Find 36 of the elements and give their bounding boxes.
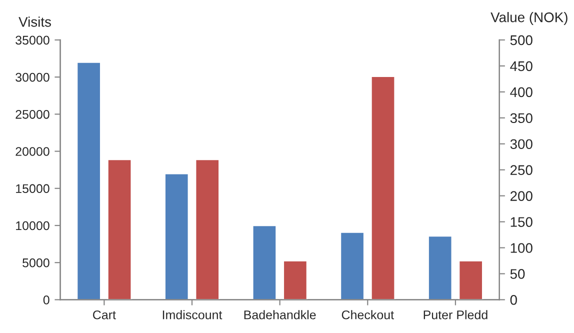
bar [340,231,365,300]
y2-tick-label: 350 [510,113,532,124]
y2-tick-label: 50 [510,269,525,279]
x-tick-label: Imdiscount [162,310,222,320]
y-tick-label: 35000 [16,36,50,45]
x-tick-label: Cart [93,310,116,320]
bar [370,76,396,300]
y-tick-label: 25000 [16,110,50,119]
x-tick-label: Badehandkle [244,310,316,320]
bar [458,260,484,300]
x-tick-label: Checkout [342,310,394,320]
y2-tick-label: 200 [510,191,532,201]
bar [164,172,190,300]
y2-tick-label: 150 [510,217,532,227]
y2-tick-label: 100 [510,243,532,253]
y-tick-label: 10000 [16,221,50,230]
bar [252,224,278,300]
y2-tick-label: 250 [510,165,532,175]
bar [76,62,102,300]
y-tick-label: 0 [43,296,50,304]
y2-tick-label: 450 [510,61,532,72]
y-tick-label: 15000 [16,184,50,194]
y2-tick-label: 0 [510,295,517,305]
y2-tick-label: 400 [510,87,532,98]
x-tick-label: Puter Pledd [424,310,488,320]
bar [428,235,453,300]
bar [282,260,308,300]
y-tick-label: 30000 [16,72,50,82]
bar [107,158,132,300]
y-tick-label: 5000 [22,258,50,268]
y2-tick-label: 500 [510,35,532,46]
y2-tick-label: 300 [510,139,532,150]
bar [194,158,220,300]
y-tick-label: 20000 [16,147,50,156]
y2-axis-title: Value (NOK) [490,12,568,25]
y-axis-title: Visits [18,16,51,27]
